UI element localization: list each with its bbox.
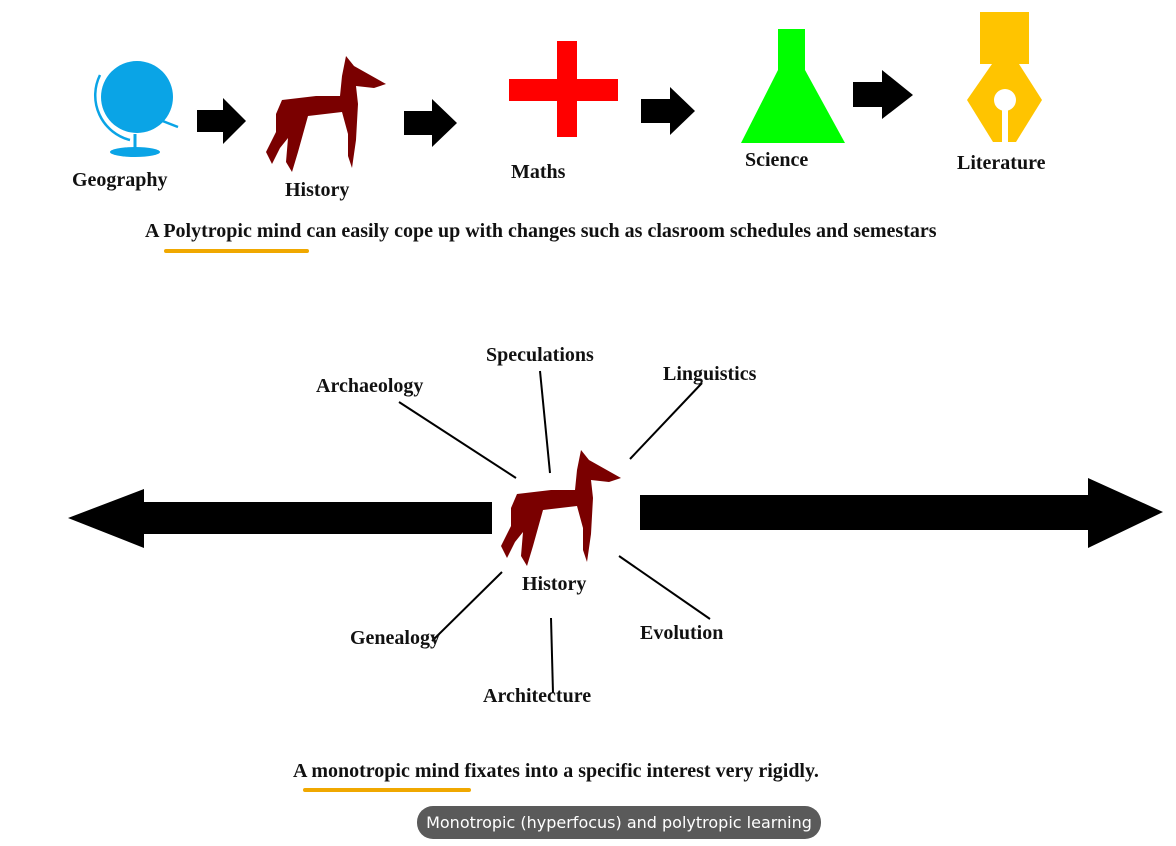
subject-label-geography: Geography bbox=[72, 169, 168, 191]
horse-icon bbox=[501, 450, 621, 566]
sentence-highlight: monotropic mind bbox=[311, 760, 460, 782]
spectrum-arrow bbox=[68, 478, 1163, 548]
sentence-prefix: A bbox=[145, 220, 159, 242]
plus-icon bbox=[509, 41, 618, 137]
flask-icon bbox=[741, 29, 845, 143]
arrow-right-icon bbox=[640, 478, 1163, 548]
horse-icon bbox=[266, 56, 386, 172]
monotropic-sentence: A monotropic mind fixates into a specifi… bbox=[293, 761, 819, 781]
highlight-underline bbox=[303, 788, 471, 792]
sentence-highlight: Polytropic mind bbox=[163, 220, 302, 242]
arrow-right-icon bbox=[641, 87, 695, 135]
topic-label-evolution: Evolution bbox=[640, 622, 724, 644]
pen-nib-icon bbox=[967, 12, 1042, 142]
subject-label-history: History bbox=[285, 179, 350, 201]
topic-label-linguistics: Linguistics bbox=[663, 363, 757, 385]
topic-label-architecture: Architecture bbox=[483, 685, 592, 707]
radial-connectors bbox=[398, 370, 711, 694]
sentence-rest: fixates into a specific interest very ri… bbox=[464, 760, 819, 782]
sentence-rest: can easily cope up with changes such as … bbox=[306, 220, 937, 242]
arrow-left-icon bbox=[68, 489, 492, 548]
subject-label-science: Science bbox=[745, 149, 809, 171]
topic-label-archaeology: Archaeology bbox=[316, 375, 424, 397]
topic-label-speculations: Speculations bbox=[486, 344, 594, 366]
subject-label-maths: Maths bbox=[511, 161, 566, 183]
highlight-underline bbox=[164, 249, 309, 253]
arrow-right-icon bbox=[197, 98, 246, 144]
topic-label-genealogy: Genealogy bbox=[350, 627, 440, 649]
sentence-prefix: A bbox=[293, 760, 307, 782]
globe-icon bbox=[93, 61, 179, 157]
image-caption: Monotropic (hyperfocus) and polytropic l… bbox=[417, 806, 821, 839]
subject-label-literature: Literature bbox=[957, 152, 1046, 174]
arrow-right-icon bbox=[853, 70, 913, 119]
arrow-right-icon bbox=[404, 99, 457, 147]
polytropic-sentence: A Polytropic mind can easily cope up wit… bbox=[145, 221, 937, 241]
center-label-history: History bbox=[522, 573, 587, 595]
